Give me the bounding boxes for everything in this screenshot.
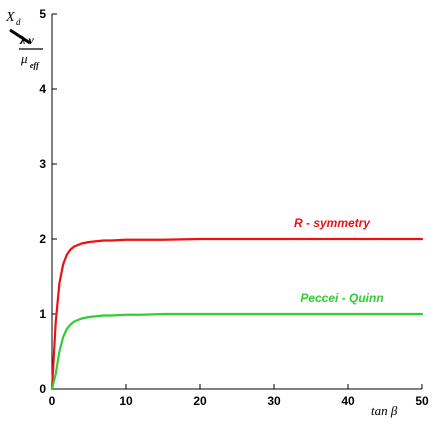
x-tick-label: 20 [193,394,207,408]
y-tick-label: 3 [39,157,46,171]
x-tick-label: 40 [341,394,355,408]
series-line-peccei-quinn [50,312,424,391]
y-tick-label: 4 [39,82,46,96]
y-axis-symbol: X [5,10,15,25]
series-label-r-symmetry: R - symmetry [294,216,371,230]
y-axis-numerator: λ v [19,33,34,47]
svg-text:eff: eff [30,61,40,70]
y-tick-label: 0 [39,382,46,396]
x-tick-label: 0 [49,394,56,408]
x-tick-label: 50 [415,394,429,408]
svg-text:λ v: λ v [19,33,34,47]
x-tick-label: 30 [267,394,281,408]
y-axis-denominator-sub: eff [30,61,40,70]
y-tick-label: 2 [39,232,46,246]
svg-text:X: X [5,10,15,25]
series-line-r-symmetry [50,237,424,391]
series-label-peccei-quinn: Peccei - Quinn [300,291,383,305]
x-tick-label: 10 [119,394,133,408]
y-axis-subscript: d [16,17,21,27]
y-axis-slash [9,28,31,45]
svg-text:d: d [16,17,21,27]
y-tick-label: 5 [39,7,46,21]
svg-text:μ: μ [20,51,28,66]
y-tick-label: 1 [39,307,46,321]
y-axis-denominator: μ [20,51,28,66]
y-axis-title: X d λ v μ eff [5,10,43,70]
x-axis-title: tan β [371,403,398,418]
